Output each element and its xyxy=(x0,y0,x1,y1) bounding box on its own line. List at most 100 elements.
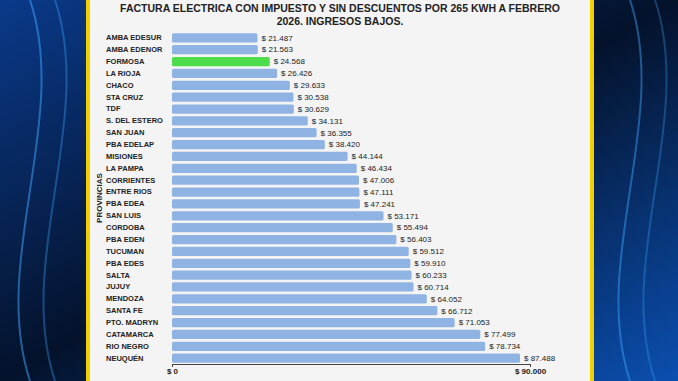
data-label: $ 44.144 xyxy=(352,152,384,161)
y-tick: TUCUMAN xyxy=(106,247,144,256)
chart-title: FACTURA ELECTRICA CON IMPUESTO Y SIN DES… xyxy=(110,2,570,28)
bar xyxy=(172,81,290,90)
bar xyxy=(172,282,414,291)
y-tick-label: CHACO xyxy=(106,81,134,90)
chart-svg: $ 21.487$ 21.563$ 24.568$ 26.426$ 29.633… xyxy=(0,0,678,381)
data-label: $ 24.568 xyxy=(274,57,306,66)
x-tick: $ 0 xyxy=(167,364,179,376)
swirl-2 xyxy=(618,0,641,381)
y-tick: FORMOSA xyxy=(106,57,145,66)
bar xyxy=(172,270,412,279)
x-axis-line xyxy=(173,365,531,368)
data-label: $ 71.053 xyxy=(459,318,491,327)
y-tick: ENTRE RIOS xyxy=(106,187,152,196)
y-tick-label: SALTA xyxy=(106,271,130,280)
bar xyxy=(172,45,258,54)
y-tick-label: PBA EDEA xyxy=(106,199,145,208)
bar xyxy=(172,33,257,42)
y-tick: AMBA EDENOR xyxy=(106,45,163,54)
y-tick: CATAMARCA xyxy=(106,330,154,339)
y-tick: MENDOZA xyxy=(106,294,144,303)
y-tick-label: PBA EDES xyxy=(106,259,144,268)
y-tick: CHACO xyxy=(106,81,134,90)
data-label: $ 66.712 xyxy=(441,307,473,316)
data-label: $ 47.241 xyxy=(364,200,396,209)
bar xyxy=(172,93,293,102)
bar xyxy=(172,116,308,125)
y-tick: PTO. MADRYN xyxy=(106,318,158,327)
data-label: $ 38.420 xyxy=(329,140,361,149)
data-label: $ 87.488 xyxy=(524,354,556,363)
data-labels: $ 21.487$ 21.563$ 24.568$ 26.426$ 29.633… xyxy=(261,34,555,363)
y-tick-label: CORRIENTES xyxy=(106,176,155,185)
y-tick-label: LA RIOJA xyxy=(106,69,141,78)
swirl-1 xyxy=(43,0,66,381)
y-tick-label: S. DEL ESTERO xyxy=(106,116,163,125)
data-label: $ 21.487 xyxy=(261,34,293,43)
bar xyxy=(172,306,437,315)
y-tick: SAN JUAN xyxy=(106,128,144,137)
bar xyxy=(172,140,325,149)
y-tick: SANTA FE xyxy=(106,306,143,315)
y-tick-label: CORDOBA xyxy=(106,223,145,232)
bar xyxy=(172,104,294,113)
y-tick: LA PAMPA xyxy=(106,164,144,173)
panel xyxy=(88,0,592,381)
y-tick-label: LA PAMPA xyxy=(106,164,144,173)
y-tick-label: AMBA EDESUR xyxy=(106,33,162,42)
data-label: $ 59.512 xyxy=(413,247,445,256)
y-tick: LA RIOJA xyxy=(106,69,141,78)
data-label: $ 46.434 xyxy=(361,164,393,173)
chart-wrap: $ 21.487$ 21.563$ 24.568$ 26.426$ 29.633… xyxy=(0,0,678,381)
bar xyxy=(172,211,384,220)
bar xyxy=(172,354,520,363)
bar xyxy=(172,128,317,137)
swirl-3 xyxy=(643,0,666,381)
bar xyxy=(172,330,480,339)
swirl-0 xyxy=(18,0,41,381)
x-tick-label: $ 90.000 xyxy=(515,367,547,376)
y-tick-label: JUJUY xyxy=(106,282,130,291)
data-label: $ 47.006 xyxy=(363,176,395,185)
data-label: $ 30.538 xyxy=(297,93,329,102)
x-tick: $ 90.000 xyxy=(515,364,547,376)
y-axis-title: PROVINCIAS xyxy=(95,172,104,222)
y-tick-label: NEUQUÉN xyxy=(106,354,144,363)
x-axis: $ 0 $ 90.000 xyxy=(167,364,547,376)
data-label: $ 55.494 xyxy=(397,223,429,232)
y-tick-label: CATAMARCA xyxy=(106,330,154,339)
bar xyxy=(172,235,396,244)
y-tick-label: RIO NEGRO xyxy=(106,342,149,351)
bar xyxy=(172,176,359,185)
y-tick-label: PTO. MADRYN xyxy=(106,318,158,327)
bar xyxy=(172,318,455,327)
y-tick-label: TDF xyxy=(106,104,121,113)
x-tick-label: $ 0 xyxy=(167,367,179,376)
y-tick: NEUQUÉN xyxy=(106,354,144,363)
y-tick: STA CRUZ xyxy=(106,93,143,102)
data-label: $ 56.403 xyxy=(400,235,432,244)
y-tick: CORRIENTES xyxy=(106,176,155,185)
y-axis: AMBA EDESUR AMBA EDENOR FORMOSA LA RIOJA CHA… xyxy=(106,33,163,362)
y-tick-label: FORMOSA xyxy=(106,57,145,66)
data-label: $ 77.499 xyxy=(484,330,516,339)
bar xyxy=(172,259,410,268)
data-label: $ 59.910 xyxy=(414,259,446,268)
y-tick: TDF xyxy=(106,104,121,113)
y-tick-label: MISIONES xyxy=(106,152,143,161)
bar xyxy=(172,223,393,232)
y-tick: CORDOBA xyxy=(106,223,145,232)
y-tick-label: SAN JUAN xyxy=(106,128,144,137)
data-label: $ 47.111 xyxy=(363,188,394,197)
y-tick-label: TUCUMAN xyxy=(106,247,144,256)
bar xyxy=(172,294,427,303)
bar xyxy=(172,247,409,256)
data-label: $ 36.355 xyxy=(321,129,353,138)
bar xyxy=(172,69,277,78)
data-label: $ 78.734 xyxy=(489,342,521,351)
data-label: $ 29.633 xyxy=(294,81,326,90)
bar xyxy=(172,164,357,173)
y-tick: PBA EDEN xyxy=(106,235,144,244)
data-label: $ 26.426 xyxy=(281,69,313,78)
y-tick-label: SAN LUIS xyxy=(106,211,141,220)
